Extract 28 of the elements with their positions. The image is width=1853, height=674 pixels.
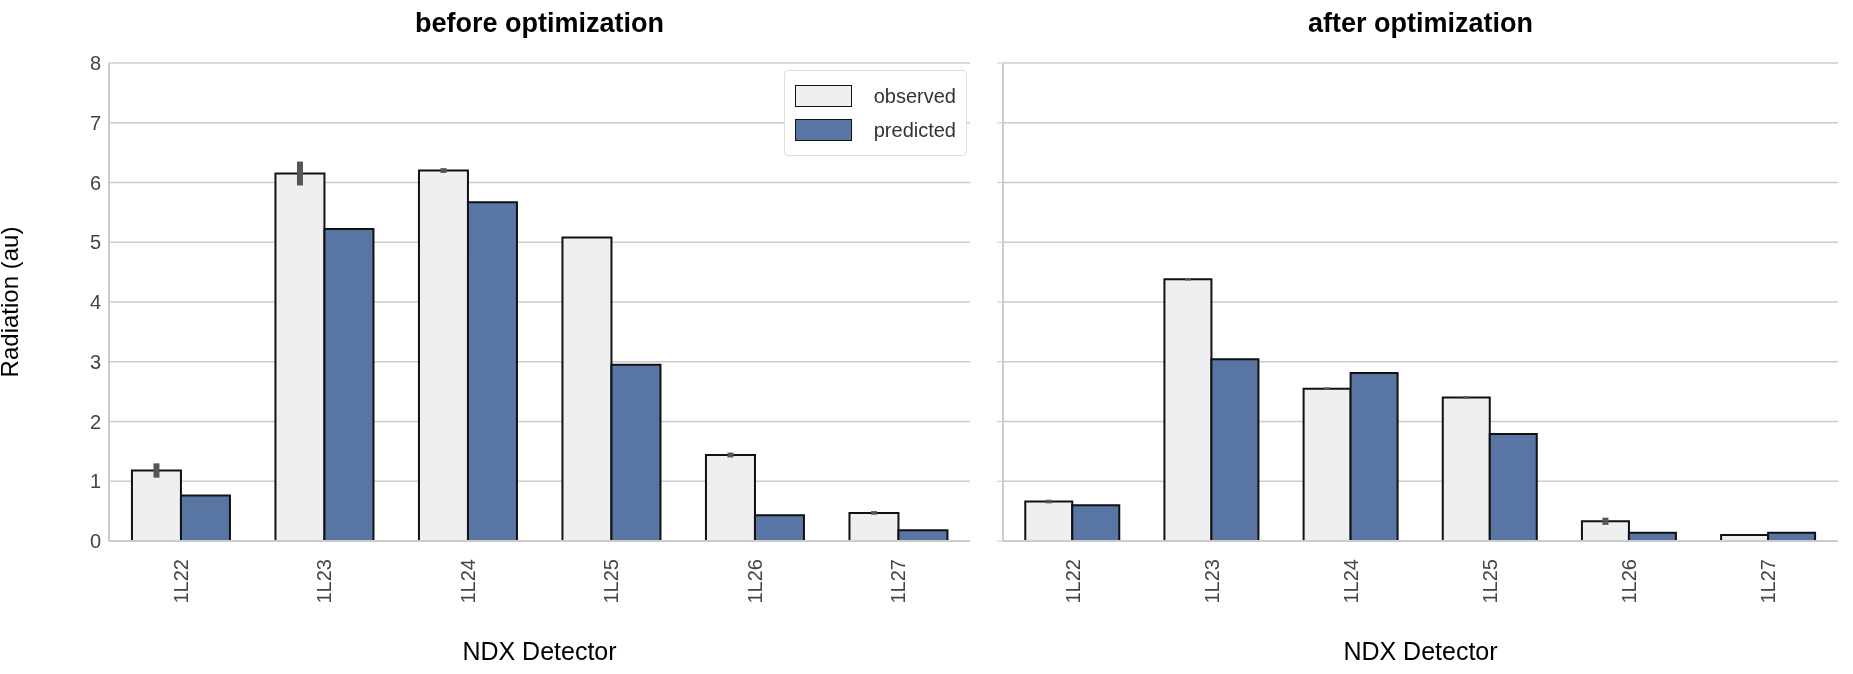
- y-tick-label: 0: [89, 530, 101, 553]
- x-tick-label: 1L26: [743, 559, 766, 604]
- y-axis-title: Radiation (au): [0, 226, 23, 378]
- y-tick-label: 4: [89, 291, 101, 314]
- x-axis-title: NDX Detector: [461, 637, 618, 666]
- x-tick-label: 1L26: [1618, 559, 1641, 604]
- chart-title: before optimization: [414, 8, 665, 39]
- y-tick-label: 5: [89, 231, 101, 254]
- x-tick-label: 1L23: [1200, 559, 1223, 604]
- chart-title: after optimization: [1307, 8, 1534, 39]
- x-tick-label: 1L25: [1479, 559, 1502, 604]
- x-tick-label: 1L22: [1061, 559, 1084, 604]
- y-tick-label: 1: [89, 470, 101, 493]
- x-tick-label: 1L23: [313, 559, 336, 604]
- x-tick-label: 1L22: [169, 559, 192, 604]
- y-tick-label: 7: [89, 111, 101, 134]
- y-tick-label: 8: [89, 52, 101, 75]
- y-tick-label: 2: [89, 410, 101, 433]
- legend-label: observed: [873, 84, 956, 108]
- y-tick-label: 6: [89, 171, 101, 194]
- y-tick-label: 3: [89, 350, 101, 373]
- x-tick-label: 1L25: [600, 559, 623, 604]
- x-tick-label: 1L24: [456, 559, 479, 604]
- x-tick-label: 1L24: [1339, 559, 1362, 604]
- x-tick-label: 1L27: [1757, 559, 1780, 604]
- x-axis-title: NDX Detector: [1342, 637, 1499, 666]
- legend-label: predicted: [873, 118, 956, 142]
- x-tick-label: 1L27: [887, 559, 910, 604]
